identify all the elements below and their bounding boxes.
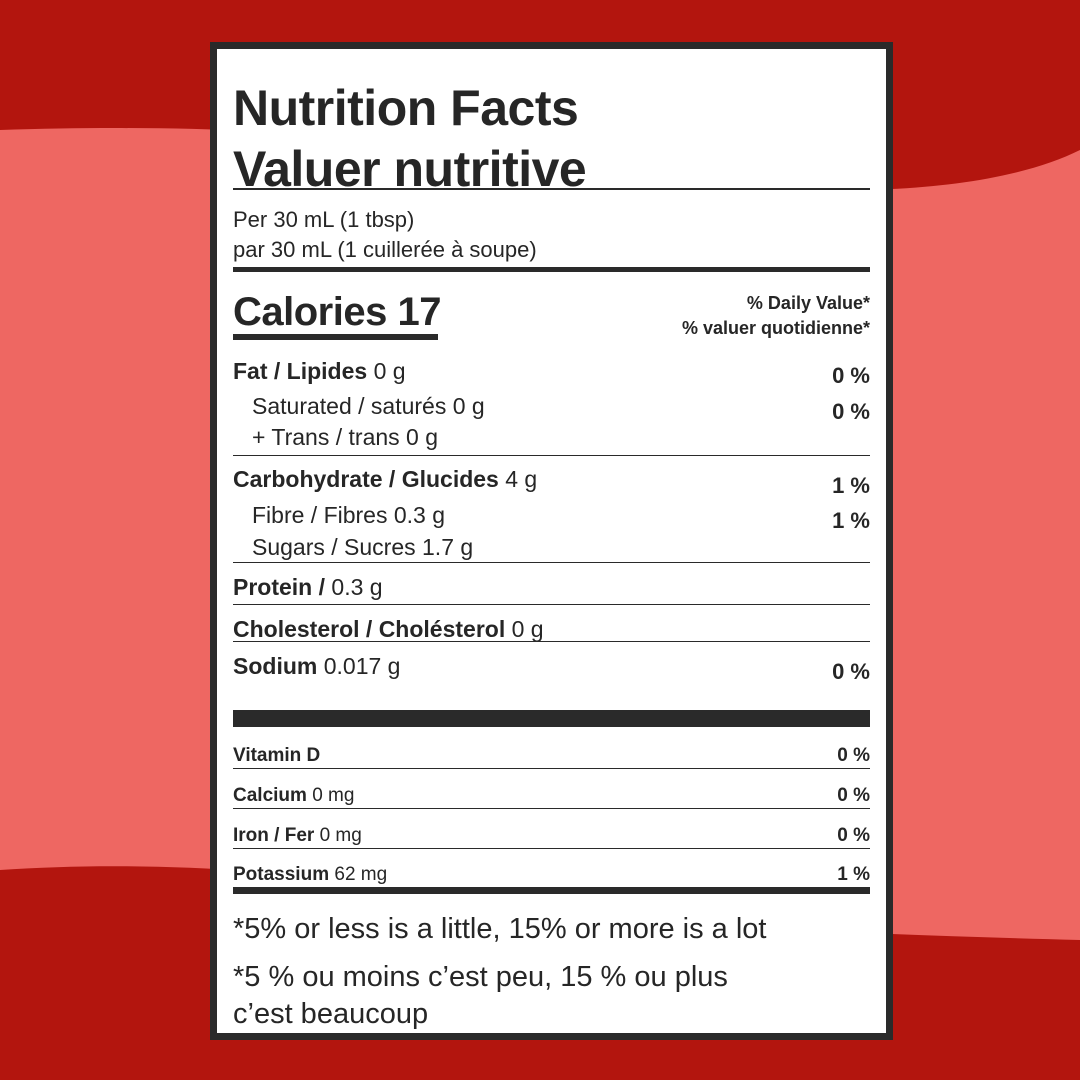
footnote-fr-line2: c’est beaucoup [233, 998, 429, 1030]
dv-fat: 0 % [832, 363, 870, 388]
nutrient-cholesterol: Cholesterol / Cholésterol 0 g [233, 616, 544, 642]
nutrient-fat: Fat / Lipides 0 g [233, 358, 406, 384]
nutrient-saturated: Saturated / saturés 0 g [252, 393, 485, 419]
divider [233, 188, 870, 190]
mineral-vitamin-d: Vitamin D [233, 745, 321, 766]
mineral-potassium: Potassium 62 mg [233, 864, 388, 885]
nutrient-fibre: Fibre / Fibres 0.3 g [252, 502, 446, 528]
dv-carbohydrate: 1 % [832, 473, 870, 498]
divider-bar [233, 710, 870, 727]
divider [233, 848, 870, 849]
divider [233, 604, 870, 605]
dv-fibre: 1 % [832, 508, 870, 533]
serving-fr: par 30 mL (1 cuillerée à soupe) [233, 237, 537, 262]
mineral-iron: Iron / Fer 0 mg [233, 825, 362, 846]
divider [233, 562, 870, 563]
divider [233, 768, 870, 769]
calories-underline [233, 334, 438, 340]
footnote-fr-line1: *5 % ou moins c’est peu, 15 % ou plus [233, 961, 728, 993]
calories: Calories 17 [233, 290, 441, 334]
mineral-calcium: Calcium 0 mg [233, 785, 355, 806]
dv-iron: 0 % [837, 825, 870, 846]
title-en: Nutrition Facts [233, 80, 579, 136]
dv-saturated: 0 % [832, 399, 870, 424]
daily-value-header-en: % Daily Value* [746, 293, 870, 313]
divider [233, 455, 870, 456]
divider-thick [233, 267, 870, 272]
dv-calcium: 0 % [837, 785, 870, 806]
title-fr: Valuer nutritive [233, 141, 587, 197]
divider [233, 808, 870, 809]
nutrient-carbohydrate: Carbohydrate / Glucides 4 g [233, 466, 538, 492]
dv-vitamin-d: 0 % [837, 745, 870, 766]
dv-sodium: 0 % [832, 659, 870, 684]
daily-value-header-fr: % valuer quotidienne* [681, 318, 870, 338]
nutrient-sodium: Sodium 0.017 g [233, 653, 401, 679]
footnote-en: *5% or less is a little, 15% or more is … [233, 913, 767, 945]
nutrient-protein: Protein / 0.3 g [233, 574, 383, 600]
dv-potassium: 1 % [837, 864, 870, 885]
divider [233, 641, 870, 642]
nutrient-sugars: Sugars / Sucres 1.7 g [252, 534, 474, 560]
divider-thick [233, 887, 870, 894]
nutrient-trans: + Trans / trans 0 g [252, 424, 439, 450]
nutrition-facts-label: Nutrition Facts Valuer nutritive Per 30 … [210, 42, 893, 1040]
serving-en: Per 30 mL (1 tbsp) [233, 207, 415, 232]
